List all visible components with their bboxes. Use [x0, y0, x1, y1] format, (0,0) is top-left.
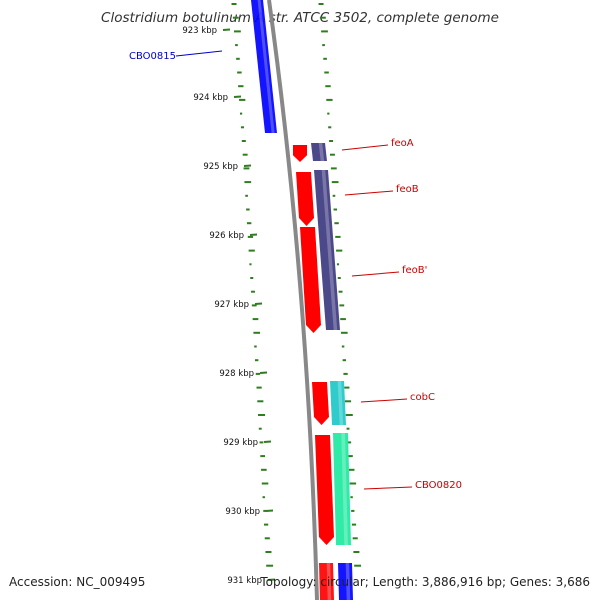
cds-bottom-forward [319, 563, 334, 600]
gene-label: feoB [396, 184, 419, 195]
cog-CBO0820 [333, 433, 351, 545]
gene-features [251, 0, 353, 600]
tick-mark [222, 28, 231, 31]
gene-leader-line [360, 398, 408, 403]
tick-label: 924 kbp [193, 93, 228, 103]
cds-CBO0815 [251, 0, 277, 133]
cds-bottom-forward-shine [326, 563, 332, 600]
genome-summary: Topology: circular; Length: 3,886,916 bp… [260, 575, 590, 589]
tick-label: 928 kbp [219, 369, 254, 379]
cds-feoB [296, 172, 314, 226]
gene-leader-line [344, 190, 394, 196]
cds-CBO0815-shine [257, 0, 275, 133]
cog-cobC [330, 381, 346, 425]
tick-label: 929 kbp [223, 438, 258, 448]
tick-label: 931 kbp [227, 576, 262, 586]
map-title: Clostridium botulinum A str. ATCC 3502, … [101, 10, 499, 26]
gene-label: CBO0815 [129, 51, 176, 62]
tick-mark [233, 95, 242, 98]
cds-bottom-reverse-shine [345, 563, 351, 600]
tick-label: 925 kbp [203, 162, 238, 172]
backbone [267, 0, 319, 600]
gene-label: CBO0820 [415, 480, 462, 491]
gene-leader-line [341, 144, 389, 151]
gc-track-inner [231, 3, 274, 567]
tick-mark [259, 371, 268, 374]
tick-label: 927 kbp [214, 300, 249, 310]
cds-feoA [293, 145, 307, 162]
cog-feoB-shine [321, 170, 338, 330]
cog-feoA-shine [318, 143, 325, 161]
gene-leader-line [351, 271, 400, 277]
gene-leader-line [363, 486, 413, 490]
backbone-arc [267, 0, 319, 600]
gene-label: cobC [410, 392, 435, 403]
gene-label: feoA [391, 138, 414, 149]
tick-mark [249, 233, 258, 236]
accession-text: Accession: NC_009495 [9, 575, 146, 589]
tick-label: 923 kbp [182, 26, 217, 36]
cds-cobC [312, 382, 329, 425]
tick-mark [263, 440, 272, 443]
cds-bottom-reverse [338, 563, 353, 600]
cog-cobC-shine [337, 381, 344, 425]
scale-ticks: 923 kbp 924 kbp 925 kbp 926 kbp 927 kbp 928 k… [182, 26, 276, 586]
tick-mark [243, 164, 252, 167]
cog-feoA [311, 143, 327, 161]
cds-feoB-prime [300, 227, 321, 333]
gene-leader-line [175, 50, 223, 57]
cog-feoB [314, 170, 340, 330]
gc-track-outer [318, 3, 362, 567]
cog-CBO0820-shine [341, 433, 348, 545]
tick-mark [254, 302, 263, 305]
tick-mark [265, 509, 274, 512]
gene-label: feoB' [402, 265, 427, 276]
gene-labels: CBO0815 feoA feoB feoB' cobC CBO0820 [129, 50, 462, 491]
tick-label: 926 kbp [209, 231, 244, 241]
cds-CBO0820 [315, 435, 334, 545]
tick-mark [267, 578, 276, 581]
tick-label: 930 kbp [225, 507, 260, 517]
